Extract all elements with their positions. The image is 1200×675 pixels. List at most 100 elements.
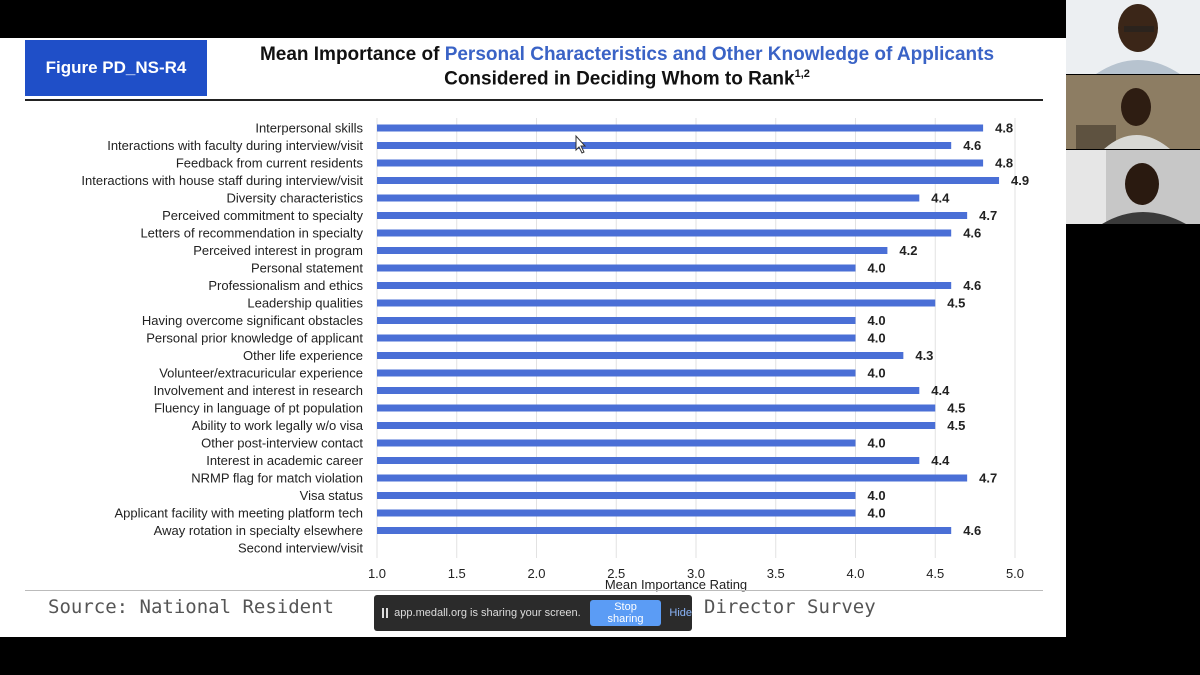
bar	[377, 212, 968, 219]
category-label: Away rotation in specialty elsewhere	[154, 523, 363, 538]
bar	[377, 264, 856, 272]
data-label: 4.0	[868, 313, 886, 328]
chart-title-line2: Considered in Deciding Whom to Rank1,2	[212, 68, 1042, 90]
chart-title-line1: Mean Importance of Personal Characterist…	[212, 44, 1042, 66]
data-label: 4.4	[931, 191, 950, 206]
drag-handle-icon[interactable]	[382, 608, 389, 618]
data-label: 4.6	[963, 226, 981, 241]
data-label: 4.5	[947, 418, 965, 433]
category-label: Second interview/visit	[238, 541, 363, 556]
category-label: Other life experience	[243, 348, 363, 363]
x-tick-label: 3.0	[687, 566, 705, 581]
data-label: 4.2	[899, 243, 917, 258]
source-divider	[25, 590, 1043, 591]
data-label: 4.8	[995, 121, 1013, 136]
category-label: Applicant facility with meeting platform…	[114, 506, 363, 521]
participant-avatar-2	[1066, 75, 1200, 149]
x-tick-label: 5.0	[1006, 566, 1024, 581]
category-label: Leadership qualities	[247, 296, 363, 311]
x-tick-label: 2.0	[527, 566, 545, 581]
source-text: Source: National Resident	[48, 596, 346, 618]
participant-avatar-3	[1066, 150, 1200, 224]
category-label: Other post-interview contact	[201, 436, 363, 451]
bar	[377, 422, 936, 429]
bar	[377, 159, 984, 167]
participant-video-tile-1[interactable]	[1066, 0, 1200, 74]
data-label: 4.5	[947, 401, 965, 416]
category-label: Visa status	[300, 488, 364, 503]
bar	[377, 369, 856, 377]
bar	[377, 177, 1000, 184]
data-label: 4.8	[995, 156, 1013, 171]
bar	[377, 492, 856, 499]
data-label: 4.4	[931, 453, 950, 468]
bar	[377, 352, 904, 359]
data-label: 4.4	[931, 383, 950, 398]
data-label: 4.0	[868, 436, 886, 451]
category-label: Perceived interest in program	[193, 243, 363, 258]
data-label: 4.5	[947, 296, 965, 311]
data-label: 4.0	[868, 366, 886, 381]
category-label: Interest in academic career	[206, 453, 363, 468]
category-label: Interpersonal skills	[255, 121, 363, 136]
data-label: 4.6	[963, 138, 981, 153]
participant-video-tile-3[interactable]	[1066, 150, 1200, 224]
bar	[377, 124, 984, 132]
data-label: 4.0	[868, 331, 886, 346]
category-label: Having overcome significant obstacles	[142, 313, 364, 328]
x-tick-label: 4.5	[926, 566, 944, 581]
bar	[377, 404, 936, 412]
bar	[377, 457, 920, 464]
x-tick-label: 3.5	[767, 566, 785, 581]
category-label: Letters of recommendation in specialty	[140, 226, 363, 241]
category-label: Perceived commitment to specialty	[162, 208, 363, 223]
hide-button[interactable]: Hide	[669, 607, 692, 619]
bar	[377, 142, 952, 149]
category-label: Personal prior knowledge of applicant	[146, 331, 363, 346]
x-tick-label: 1.0	[368, 566, 386, 581]
bar	[377, 334, 856, 342]
data-label: 4.0	[868, 261, 886, 276]
bar	[377, 439, 856, 447]
category-label: NRMP flag for match violation	[191, 471, 363, 486]
category-label: Ability to work legally w/o visa	[192, 418, 364, 433]
bar	[377, 194, 920, 202]
mouse-cursor-icon	[575, 134, 587, 154]
title-divider	[25, 99, 1043, 101]
bar	[377, 527, 952, 534]
stop-sharing-button[interactable]: Stop sharing	[589, 600, 662, 626]
title-superscript: 1,2	[794, 68, 810, 80]
category-label: Volunteer/extracuricular experience	[159, 366, 363, 381]
category-label: Diversity characteristics	[226, 191, 363, 206]
share-message: app.medall.org is sharing your screen.	[394, 607, 581, 619]
data-label: 4.9	[1011, 173, 1029, 188]
category-label: Fluency in language of pt population	[154, 401, 363, 416]
title-part1: Mean Importance of	[259, 44, 445, 65]
category-label: Involvement and interest in research	[153, 383, 363, 398]
data-label: 4.7	[979, 471, 997, 486]
participant-video-tile-2[interactable]	[1066, 75, 1200, 149]
category-label: Interactions with house staff during int…	[81, 173, 363, 188]
bar	[377, 247, 888, 254]
bar	[377, 299, 936, 307]
presentation-slide: Figure PD_NS-R4 Mean Importance of Perso…	[0, 38, 1066, 637]
category-label: Personal statement	[251, 261, 363, 276]
title-highlight: Personal Characteristics and Other Knowl…	[444, 44, 995, 65]
title-line2: Considered in Deciding Whom to Rank	[444, 68, 795, 90]
data-label: 4.0	[868, 506, 886, 521]
category-label: Interactions with faculty during intervi…	[107, 138, 363, 153]
participant-avatar-1	[1066, 0, 1200, 74]
x-tick-label: 1.5	[448, 566, 466, 581]
bar	[377, 317, 856, 324]
x-tick-label: 4.0	[846, 566, 864, 581]
source-caption: Source: National Resident ogram Director…	[48, 596, 876, 618]
x-tick-label: 2.5	[607, 566, 625, 581]
data-label: 4.6	[963, 278, 981, 293]
bar-chart: 1.0 1.5 2.0 2.5 3.0 3.5 4.0 4.5 5.0 Mean Importan…	[81, 118, 1029, 592]
bar	[377, 229, 952, 237]
figure-label: Figure PD_NS-R4	[25, 40, 207, 96]
data-label: 4.3	[915, 348, 933, 363]
bar	[377, 474, 968, 482]
screen-share-bar[interactable]: app.medall.org is sharing your screen. S…	[374, 595, 692, 631]
x-axis-label: Mean Importance Rating	[605, 577, 747, 592]
